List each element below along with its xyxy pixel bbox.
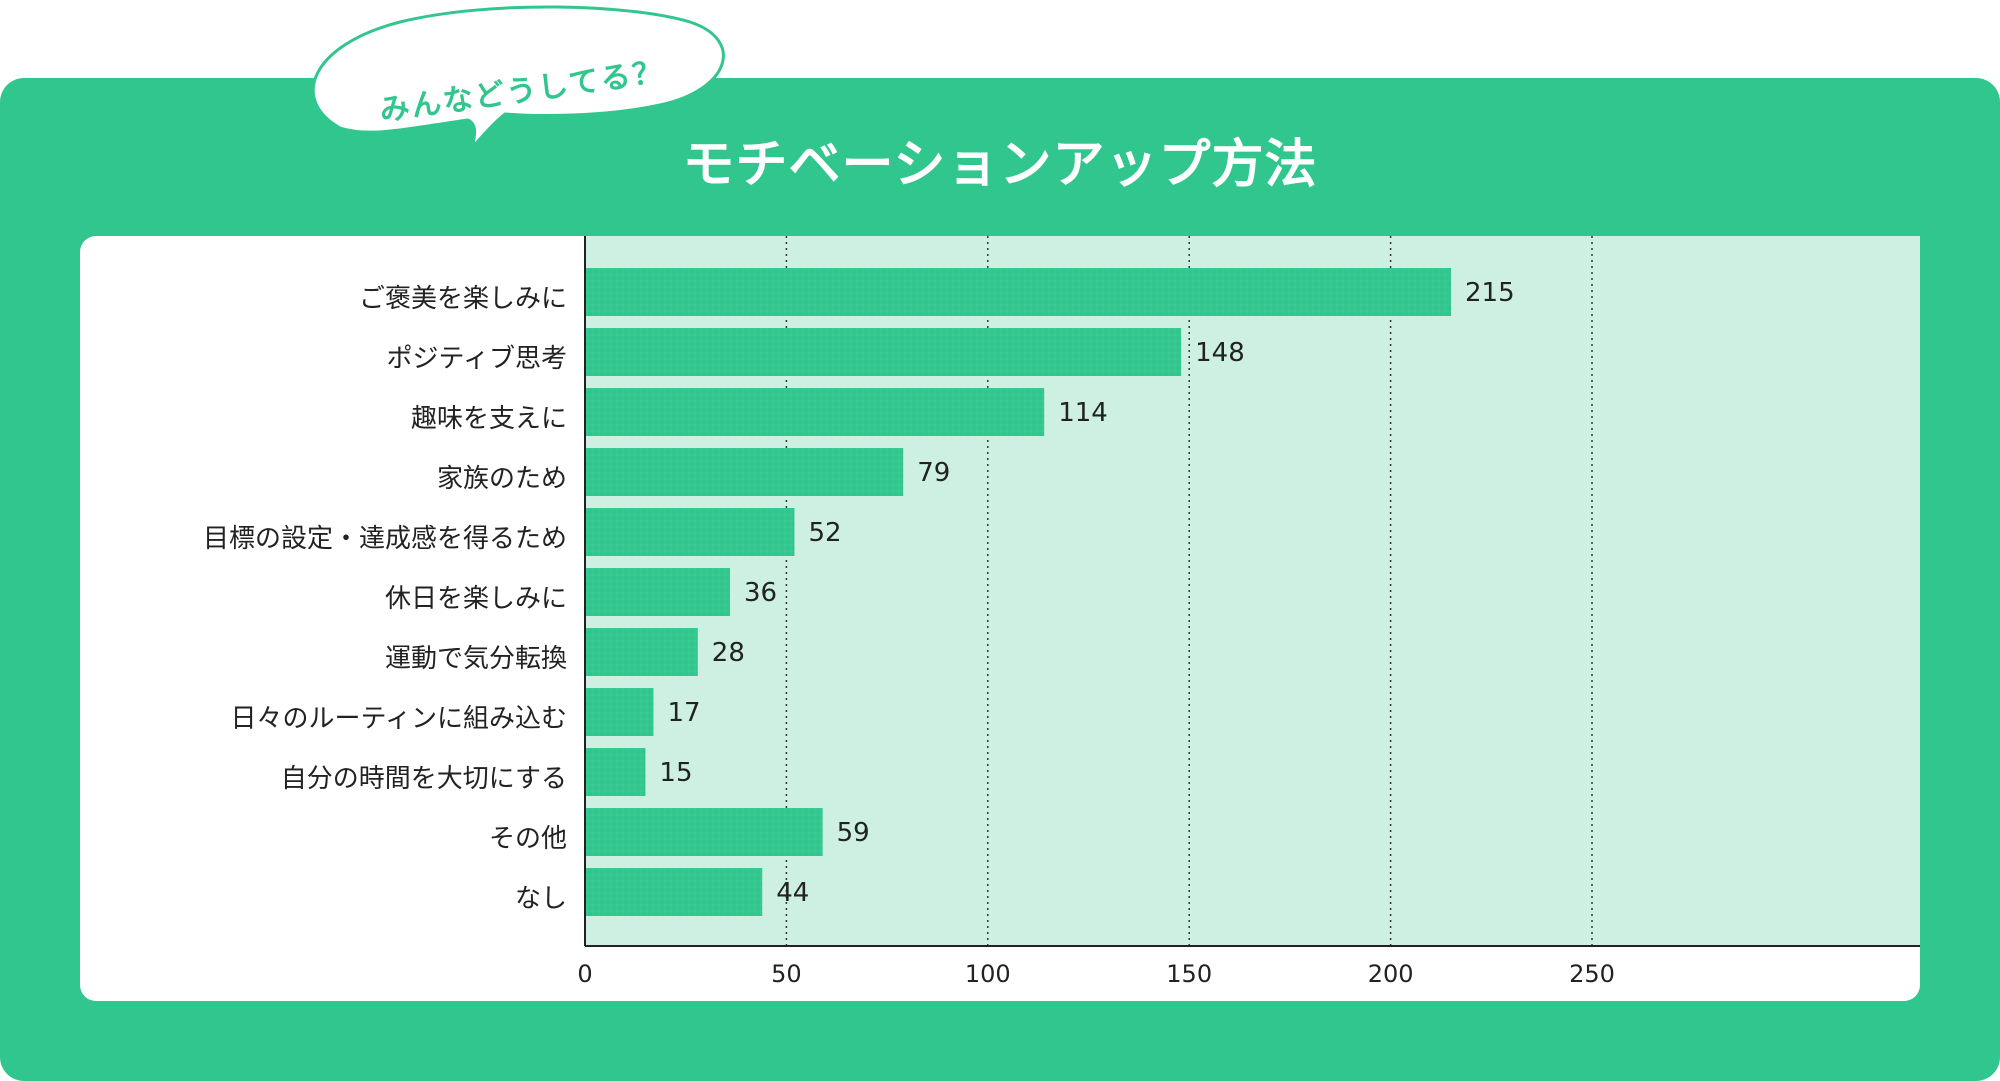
bar [585, 568, 731, 616]
category-label: その他 [489, 824, 567, 854]
category-label: ご褒美を楽しみに [359, 284, 567, 314]
bar [585, 808, 823, 856]
data-label: 15 [659, 758, 692, 788]
bar [585, 508, 795, 556]
data-label: 17 [667, 698, 700, 728]
data-label: 114 [1058, 398, 1108, 428]
category-label: 運動で気分転換 [385, 644, 567, 674]
category-label: 日々のルーティンに組み込む [231, 704, 567, 734]
x-tick-label: 200 [1368, 960, 1414, 988]
data-label: 36 [744, 578, 777, 608]
bar-chart: 0 50 100 150 200 250 215 ご褒美を楽しみに 148 ポジティブ思考 114 趣… [203, 236, 1920, 988]
bar [585, 688, 654, 736]
bar [585, 628, 698, 676]
category-label: 休日を楽しみに [385, 584, 567, 614]
bar [585, 448, 904, 496]
data-label: 52 [808, 518, 841, 548]
data-label: 59 [837, 818, 870, 848]
data-label: 215 [1465, 278, 1515, 308]
bar [585, 268, 1452, 316]
data-label: 79 [917, 458, 950, 488]
category-label: 趣味を支えに [411, 404, 567, 434]
chart-card: 0 50 100 150 200 250 215 ご褒美を楽しみに 148 ポジティブ思考 114 趣… [80, 236, 1920, 1001]
bar [585, 748, 646, 796]
x-tick-label: 50 [771, 960, 802, 988]
bar [585, 388, 1045, 436]
x-tick-label: 0 [577, 960, 592, 988]
speech-bubble [311, 5, 725, 149]
category-label: 目標の設定・達成感を得るため [203, 524, 567, 554]
category-label: 家族のため [437, 464, 567, 494]
x-tick-label: 100 [965, 960, 1011, 988]
data-label: 28 [712, 638, 745, 668]
category-label: 自分の時間を大切にする [281, 764, 567, 794]
x-tick-label: 150 [1166, 960, 1212, 988]
page-title: モチベーションアップ方法 [682, 135, 1318, 195]
data-label: 44 [776, 878, 809, 908]
category-label: なし [515, 884, 567, 914]
x-tick-label: 250 [1569, 960, 1615, 988]
bar [585, 328, 1182, 376]
category-label: ポジティブ思考 [387, 344, 567, 374]
data-label: 148 [1195, 338, 1245, 368]
bar [585, 868, 763, 916]
